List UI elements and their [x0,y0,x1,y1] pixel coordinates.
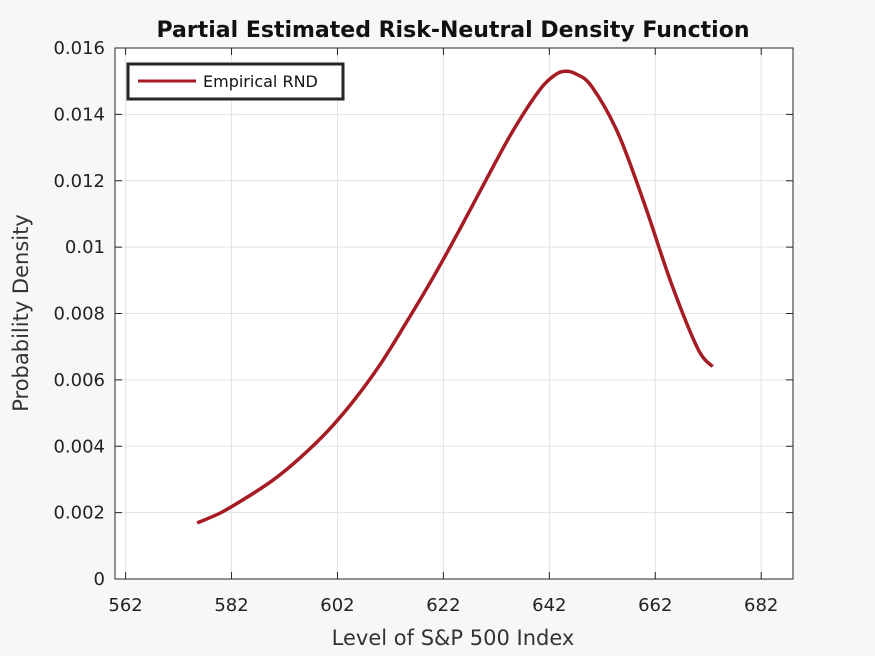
y-tick-label: 0.002 [53,503,105,524]
x-tick-label: 682 [744,595,778,616]
x-tick-label: 602 [320,595,354,616]
chart-title: Partial Estimated Risk-Neutral Density F… [156,18,749,43]
x-tick-label: 582 [214,595,248,616]
y-axis-label: Probability Density [9,214,33,412]
y-tick-label: 0.016 [53,38,105,59]
x-axis-label: Level of S&P 500 Index [332,626,575,650]
x-tick-label: 622 [426,595,460,616]
series-layer [196,69,714,525]
y-tick-labels: 0 0.002 0.004 0.006 0.008 0.01 0.012 0.014 0.016 [53,38,105,590]
y-tick-label: 0.008 [53,304,105,325]
x-tick-label: 562 [108,595,142,616]
x-tick-label: 662 [638,595,672,616]
ticks [115,47,793,580]
y-tick-label: 0.006 [53,370,105,391]
legend: Empirical RND [126,62,345,101]
series-line-empirical-rnd [196,69,714,525]
x-tick-label: 642 [532,595,566,616]
x-tick-labels: 562 582 602 622 642 662 682 [108,595,778,616]
y-tick-label: 0.014 [53,104,105,125]
legend-label: Empirical RND [203,72,318,91]
y-tick-label: 0 [94,569,105,590]
y-tick-label: 0.012 [53,171,105,192]
y-tick-label: 0.01 [65,237,105,258]
y-tick-label: 0.004 [53,436,105,457]
